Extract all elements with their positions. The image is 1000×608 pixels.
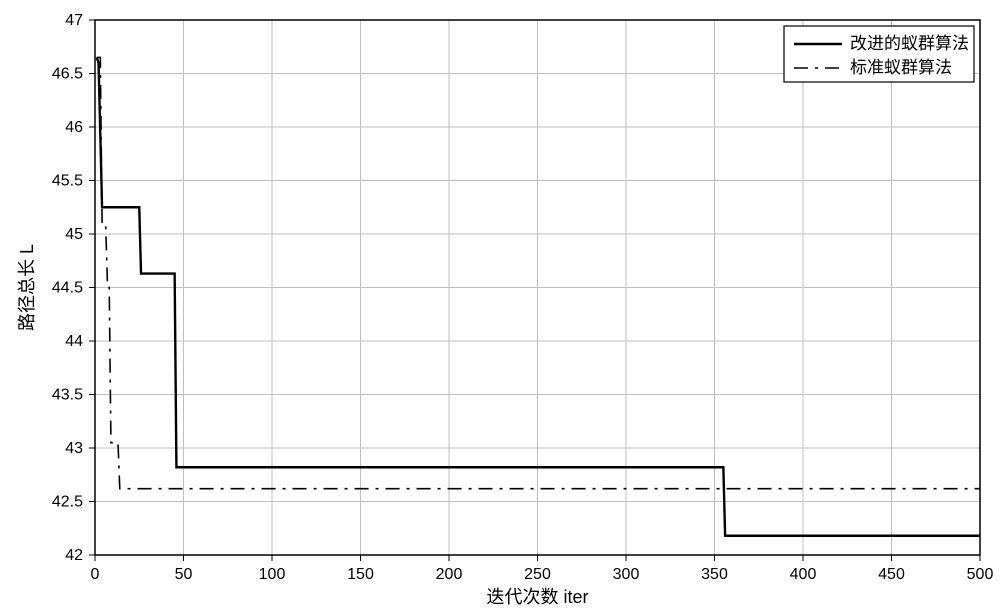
y-tick-label: 45.5 xyxy=(52,173,83,190)
x-tick-label: 450 xyxy=(878,566,905,583)
y-tick-label: 43.5 xyxy=(52,387,83,404)
legend-label: 改进的蚁群算法 xyxy=(850,34,969,53)
x-tick-label: 500 xyxy=(967,566,994,583)
convergence-chart: 0 50 100 150 200 250 300 350 400 450 500 42 42.5 43 43… xyxy=(0,0,1000,608)
x-tick-label: 400 xyxy=(790,566,817,583)
x-tick-label: 100 xyxy=(259,566,286,583)
x-tick-label: 300 xyxy=(613,566,640,583)
legend-label: 标准蚁群算法 xyxy=(850,58,952,77)
y-tick-label: 44.5 xyxy=(52,280,83,297)
y-tick-label: 44 xyxy=(65,333,83,350)
x-axis-label: 迭代次数 iter xyxy=(486,587,588,607)
x-tick-label: 0 xyxy=(91,566,100,583)
x-tick-label: 150 xyxy=(347,566,374,583)
y-tick-label: 46.5 xyxy=(52,66,83,83)
legend: 改进的蚁群算法标准蚁群算法 xyxy=(784,26,974,82)
chart-background xyxy=(0,0,1000,608)
x-tick-label: 350 xyxy=(701,566,728,583)
y-axis-label: 路径总长 L xyxy=(17,244,37,331)
y-tick-label: 45 xyxy=(65,226,83,243)
y-tick-label: 42 xyxy=(65,547,83,564)
x-tick-label: 200 xyxy=(436,566,463,583)
y-tick-label: 46 xyxy=(65,119,83,136)
y-tick-label: 47 xyxy=(65,12,83,29)
x-tick-label: 50 xyxy=(175,566,193,583)
y-tick-label: 42.5 xyxy=(52,494,83,511)
x-tick-label: 250 xyxy=(524,566,551,583)
y-tick-label: 43 xyxy=(65,440,83,457)
